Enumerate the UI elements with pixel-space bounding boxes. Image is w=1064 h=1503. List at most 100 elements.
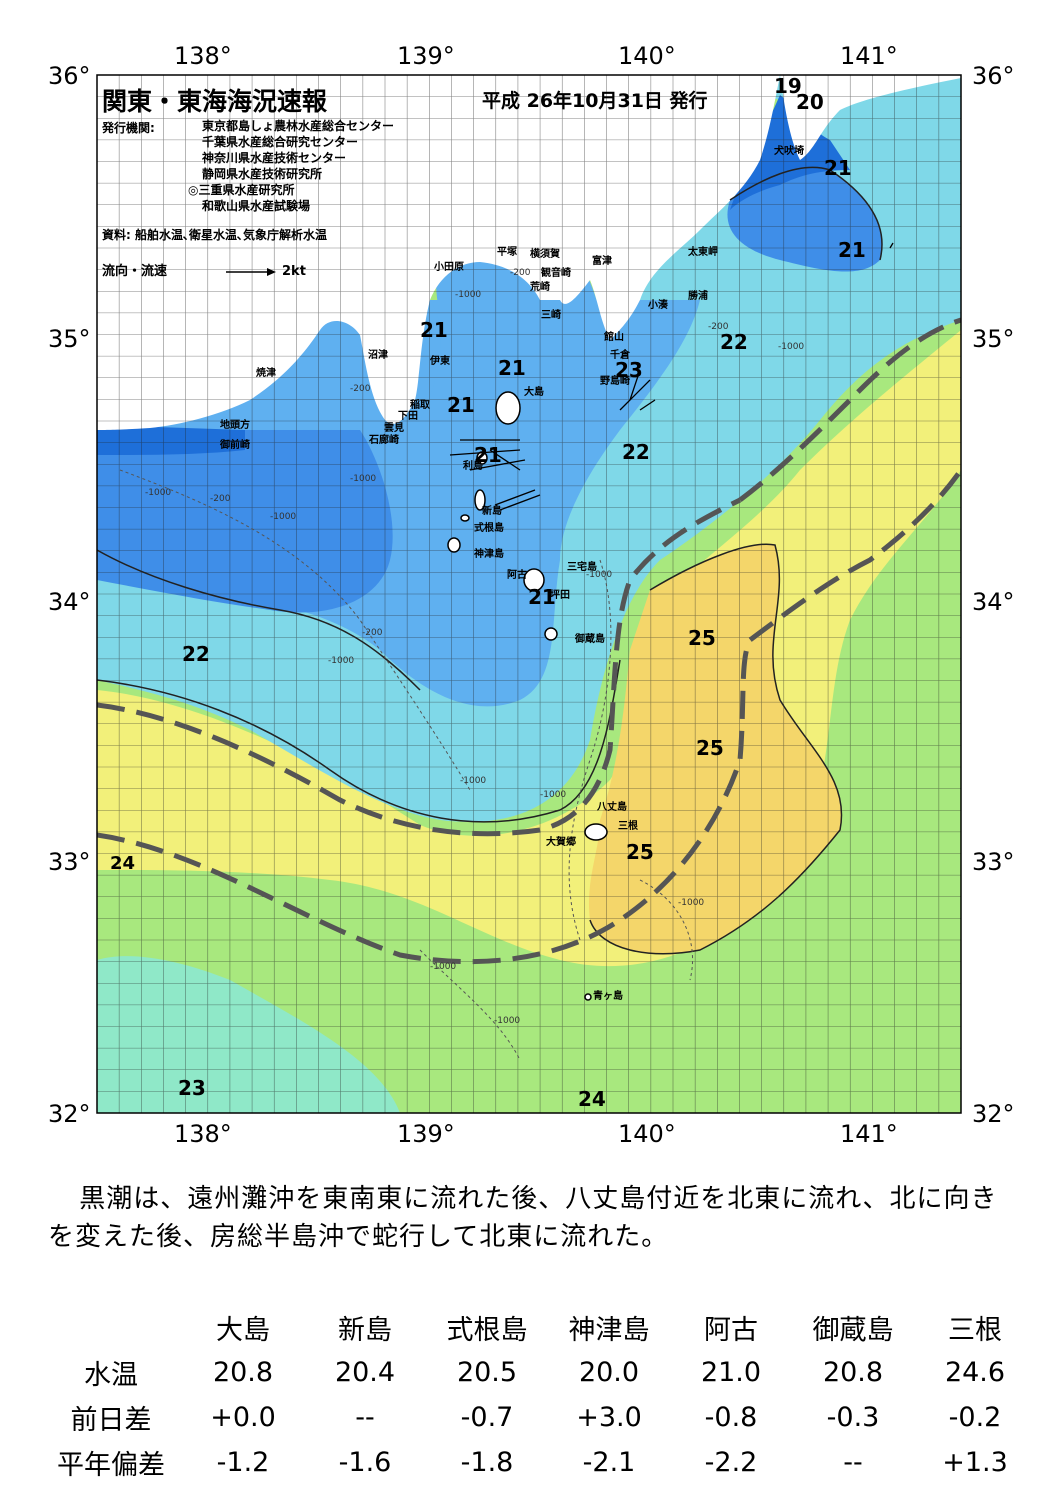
sea-condition-map: 138° 139° 140° 141° 138° 139° 140° 141° … [48, 42, 1015, 1148]
depth-label: -200 [510, 268, 531, 278]
lat-label-left-36: 36° [48, 62, 91, 90]
isotherm-label: 23 [178, 1076, 206, 1100]
table-cell: +0.0 [210, 1402, 276, 1433]
place-label: 観音崎 [541, 268, 571, 279]
legend-arrowhead [267, 268, 276, 276]
depth-label: -1000 [494, 1016, 521, 1026]
isotherm-label: 21 [420, 318, 448, 342]
table-column-header: 式根島 [446, 1315, 528, 1346]
table-cell: -- [843, 1447, 863, 1478]
lon-label-bottom-140: 140° [618, 1120, 676, 1148]
lat-label-left-32: 32° [48, 1100, 91, 1128]
isotherm-label: 24 [110, 853, 136, 874]
current-vectors [449, 242, 894, 511]
isotherm-label: 21 [838, 238, 866, 262]
place-label: 千倉 [610, 350, 630, 361]
table-row-label: 前日差 [70, 1405, 152, 1436]
lat-label-right-36: 36° [972, 62, 1015, 90]
publisher-item: 和歌山県水産試験場 [202, 199, 311, 213]
depth-label: -1000 [328, 656, 355, 666]
isotherm-label: 21 [474, 443, 502, 467]
lat-label-right-34: 34° [972, 588, 1015, 616]
publisher-item: 東京都島しょ農林水産総合センター [202, 119, 395, 133]
islands [447, 391, 608, 1001]
isotherm-label: 19 [774, 74, 802, 98]
lon-label-bottom-139: 139° [397, 1120, 455, 1148]
land-honshu [97, 75, 780, 430]
table-row: 前日差 +0.0 -- -0.7 +3.0 -0.8 -0.3 -0.2 [40, 1395, 1036, 1440]
place-label: 御蔵島 [575, 634, 605, 645]
isotherm-label: 25 [688, 626, 716, 650]
table-cell: -2.1 [582, 1447, 636, 1478]
isotherm-label: 21 [447, 393, 475, 417]
lon-label-bottom-141: 141° [840, 1120, 898, 1148]
place-label: 下田 [398, 411, 418, 422]
isotherm-label: 24 [578, 1087, 606, 1111]
sea-23-southwest [97, 956, 400, 1113]
place-label: 神津島 [474, 549, 504, 560]
table-column-header: 新島 [338, 1315, 392, 1346]
place-label: 焼津 [256, 368, 276, 379]
place-label: 富津 [592, 256, 612, 267]
table-corner [40, 1305, 182, 1350]
place-label: 地頭方 [220, 420, 250, 431]
place-label: 三崎 [541, 310, 561, 321]
table-cell: -0.3 [826, 1402, 880, 1433]
table-cell: 24.6 [944, 1357, 1006, 1388]
place-label: 八丈島 [597, 802, 627, 813]
place-label: 平塚 [497, 247, 517, 258]
depth-label: -200 [350, 384, 371, 394]
lon-label-top-141: 141° [840, 42, 898, 70]
isotherm-label: 25 [696, 736, 724, 760]
place-label: 小湊 [648, 300, 668, 311]
place-label: 太東岬 [688, 247, 718, 258]
place-label: 三宅島 [567, 562, 597, 573]
table-column-header: 大島 [216, 1315, 270, 1346]
issue-date: 平成 26年10月31日 発行 [482, 90, 708, 112]
depth-contours [119, 469, 694, 1061]
publisher-item: 千葉県水産総合研究センター [202, 135, 359, 149]
lat-label-left-33: 33° [48, 848, 91, 876]
table-cell: -2.2 [704, 1447, 758, 1478]
isotherm-label: 21 [824, 156, 852, 180]
depth-label: -1000 [270, 512, 297, 522]
lat-label-right-35: 35° [972, 325, 1015, 353]
place-label: 雲見 [384, 423, 404, 434]
depth-label: -1000 [145, 488, 172, 498]
place-label: 犬吠埼 [774, 146, 804, 157]
table-row-label: 水温 [84, 1360, 138, 1391]
table-cell: 21.0 [700, 1357, 762, 1388]
place-label: 三根 [618, 821, 638, 832]
isotherm-label: 22 [182, 642, 210, 666]
place-label: 小田原 [434, 262, 464, 273]
lat-label-left-35: 35° [48, 325, 91, 353]
place-label: 稲取 [410, 400, 430, 411]
sea-25-core [588, 544, 842, 954]
table-header-row: 大島 新島 式根島 神津島 阿古 御蔵島 三根 [40, 1305, 1036, 1350]
lat-label-right-33: 33° [972, 848, 1015, 876]
isotherm-label: 23 [615, 358, 643, 382]
current-legend-label: 流向・流速 [102, 264, 168, 279]
table-cell: 20.8 [212, 1357, 274, 1388]
place-label: 伊東 [430, 356, 450, 367]
table-column-header: 阿古 [704, 1315, 758, 1346]
data-sources: 資料: 船舶水温､衛星水温､気象庁解析水温 [102, 228, 327, 242]
publisher-item: 神奈川県水産技術センター [202, 151, 347, 165]
current-legend-scale: 2kt [282, 264, 306, 279]
table-row-label: 平年偏差 [57, 1450, 165, 1481]
kuroshio-axis [97, 317, 961, 965]
depth-label: -200 [362, 628, 383, 638]
isotherm-lines [97, 166, 883, 955]
table-cell: -1.8 [460, 1447, 514, 1478]
isotherm-label: 20 [796, 90, 824, 114]
table-column-header: 御蔵島 [812, 1315, 894, 1346]
lat-label-right-32: 32° [972, 1100, 1015, 1128]
lon-label-bottom-138: 138° [174, 1120, 232, 1148]
depth-label: -1000 [678, 898, 705, 908]
place-label: 大賀郷 [546, 837, 576, 848]
place-label: 坪田 [550, 590, 570, 601]
table-cell: -1.2 [216, 1447, 270, 1478]
lat-label-left-34: 34° [48, 588, 91, 616]
sea-19-coast [730, 95, 850, 210]
lon-label-top-140: 140° [618, 42, 676, 70]
